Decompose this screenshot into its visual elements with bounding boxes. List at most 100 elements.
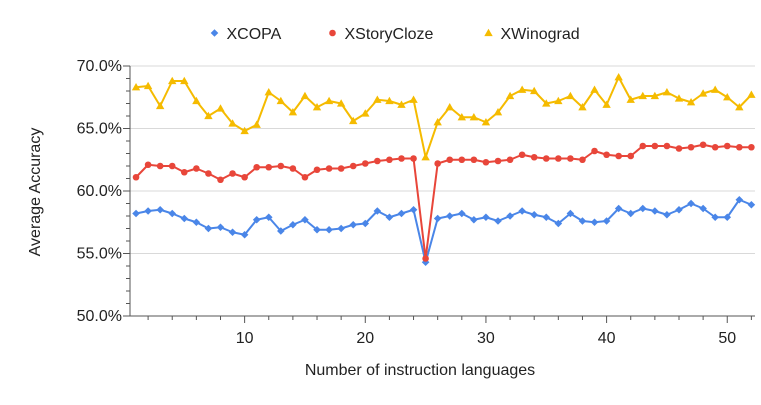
- data-point: [530, 210, 538, 219]
- data-point: [252, 120, 261, 128]
- data-point: [180, 76, 189, 85]
- data-point: [325, 225, 333, 234]
- data-point: [386, 156, 393, 164]
- data-point: [228, 228, 237, 237]
- data-point: [723, 93, 732, 101]
- legend-label: XCOPA: [227, 26, 282, 43]
- legend-marker: [210, 29, 219, 37]
- data-point: [736, 143, 743, 151]
- data-point: [264, 88, 273, 96]
- series-xcopa: [132, 195, 756, 267]
- data-point: [626, 95, 635, 103]
- data-point: [627, 152, 635, 160]
- data-point: [493, 108, 503, 116]
- data-point: [180, 214, 189, 223]
- data-point: [240, 230, 249, 239]
- data-point: [518, 151, 526, 159]
- data-point: [482, 213, 490, 222]
- data-point: [373, 95, 382, 103]
- data-point: [518, 207, 526, 215]
- y-tick-label: 60.0%: [77, 183, 122, 200]
- data-point: [325, 165, 333, 172]
- data-point: [674, 94, 684, 102]
- y-tick-label: 50.0%: [77, 308, 122, 325]
- data-point: [445, 103, 454, 111]
- data-point: [277, 227, 285, 235]
- data-point: [591, 147, 598, 155]
- data-point: [470, 156, 478, 164]
- data-point: [264, 213, 273, 222]
- data-point: [458, 156, 466, 164]
- data-point: [542, 213, 551, 222]
- data-point: [651, 207, 659, 215]
- data-point: [144, 207, 152, 215]
- data-point: [144, 161, 152, 169]
- x-tick-label: 50: [718, 330, 736, 347]
- data-point: [747, 90, 756, 98]
- data-point: [614, 204, 623, 213]
- data-point: [397, 209, 406, 218]
- data-point: [651, 142, 659, 150]
- series-layer: [131, 73, 756, 267]
- data-point: [506, 212, 514, 220]
- legend-marker: [484, 28, 493, 37]
- data-point: [517, 85, 527, 93]
- data-point: [349, 116, 358, 125]
- data-point: [433, 214, 442, 223]
- data-point: [554, 219, 563, 228]
- data-point: [324, 96, 334, 105]
- x-tick-label: 40: [598, 330, 616, 347]
- y-tick-labels: 50.0% 55.0% 60.0% 65.0% 70.0%: [77, 58, 122, 325]
- data-point: [265, 163, 273, 171]
- data-point: [374, 157, 381, 165]
- data-point: [155, 101, 165, 110]
- data-point: [710, 85, 720, 93]
- data-point: [469, 113, 479, 121]
- data-point: [277, 162, 285, 170]
- data-point: [554, 96, 563, 105]
- data-point: [638, 91, 647, 100]
- data-point: [615, 152, 622, 160]
- data-point: [240, 126, 249, 135]
- data-point: [711, 143, 719, 151]
- data-point: [542, 99, 551, 107]
- data-point: [735, 103, 744, 111]
- x-tick-label: 20: [356, 330, 374, 347]
- series-line: [135, 76, 753, 159]
- data-point: [421, 153, 430, 161]
- data-point: [168, 209, 177, 218]
- legend-item-xstorycloze: XStoryCloze: [329, 26, 434, 43]
- data-point: [312, 103, 322, 111]
- data-point: [529, 86, 539, 95]
- data-point: [313, 166, 321, 174]
- data-point: [662, 88, 672, 96]
- data-point: [204, 224, 213, 233]
- data-point: [398, 155, 405, 162]
- data-point: [699, 141, 707, 149]
- data-point: [639, 142, 647, 150]
- data-point: [567, 155, 574, 162]
- x-tick-label: 10: [236, 330, 254, 347]
- x-tick-labels: 10 20 30 40 50: [236, 330, 737, 347]
- data-point: [687, 199, 695, 208]
- data-point: [638, 204, 647, 213]
- data-point: [168, 162, 176, 170]
- data-point: [385, 96, 394, 105]
- data-point: [288, 108, 298, 116]
- data-point: [409, 95, 418, 103]
- data-point: [156, 205, 164, 214]
- data-point: [711, 213, 719, 222]
- data-point: [687, 143, 695, 151]
- data-point: [698, 89, 708, 97]
- data-point: [217, 176, 224, 184]
- legend-label: XWinograd: [501, 26, 580, 43]
- legend-label: XStoryCloze: [345, 26, 434, 43]
- y-tick-label: 65.0%: [77, 121, 122, 138]
- data-point: [579, 156, 586, 164]
- data-point: [397, 100, 406, 108]
- data-point: [349, 162, 357, 170]
- data-point: [482, 158, 490, 166]
- data-point: [228, 119, 237, 127]
- data-point: [470, 215, 478, 224]
